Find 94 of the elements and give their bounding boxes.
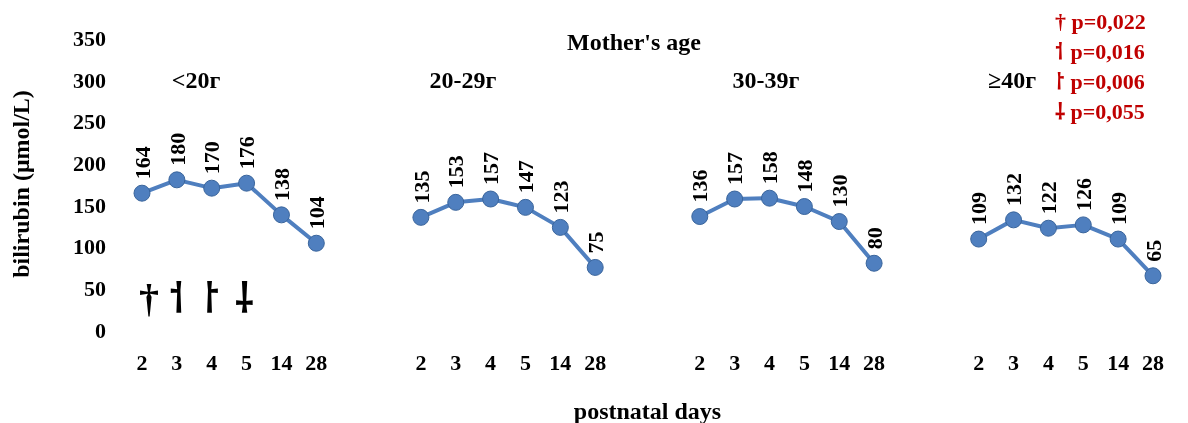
x-tick-label: 2 — [694, 349, 706, 375]
x-tick-label: 28 — [1142, 349, 1164, 375]
point — [1039, 219, 1057, 237]
data-label: 123 — [548, 180, 574, 214]
data-label: 147 — [513, 160, 539, 194]
point — [970, 230, 988, 248]
point — [1005, 211, 1023, 229]
point — [238, 174, 256, 192]
annotation: 20-29г — [429, 67, 497, 93]
y-tick-label: 50 — [84, 276, 106, 302]
x-tick-label: 5 — [519, 349, 531, 375]
point — [865, 254, 883, 272]
data-label: 136 — [687, 169, 713, 203]
data-label: 180 — [164, 132, 190, 166]
data-label: 126 — [1070, 177, 1096, 211]
x-tick-label: 28 — [584, 349, 607, 375]
x-tick-label: 5 — [241, 349, 253, 375]
data-label: 130 — [826, 174, 852, 208]
point — [830, 213, 848, 231]
data-label: 153 — [443, 155, 469, 189]
annotation: <20г — [171, 67, 221, 93]
point — [795, 198, 813, 216]
data-label: 109 — [966, 192, 992, 226]
x-tick-label: 2 — [136, 349, 148, 375]
point — [168, 171, 186, 189]
data-label: 164 — [129, 146, 155, 180]
y-tick-label: 350 — [73, 25, 106, 51]
x-tick-label: 3 — [450, 349, 462, 375]
point — [551, 218, 569, 236]
data-label: 148 — [792, 159, 818, 193]
x-tick-label: 4 — [485, 349, 497, 375]
annotation: ⸷ p=0,006 — [1055, 69, 1145, 94]
x-tick-label: 5 — [798, 349, 810, 375]
y-tick-label: 0 — [95, 317, 106, 343]
x-tick-label: 4 — [206, 349, 218, 375]
annotation: † — [139, 276, 159, 321]
x-tick-label: 28 — [863, 349, 886, 375]
x-tick-label: 2 — [973, 349, 985, 375]
annotation: ⸶ — [169, 276, 187, 321]
y-tick-label: 300 — [73, 67, 106, 93]
y-tick-label: 150 — [73, 192, 106, 218]
data-label: 157 — [722, 152, 748, 186]
annotation: 30-39г — [732, 67, 800, 93]
x-tick-label: 14 — [1107, 349, 1130, 375]
data-label: 104 — [304, 196, 330, 230]
point — [133, 184, 151, 202]
annotation: Mother's age — [567, 29, 702, 55]
point — [586, 258, 604, 276]
data-label: 109 — [1105, 192, 1131, 226]
data-label: 65 — [1140, 239, 1166, 262]
data-label: 135 — [408, 170, 434, 204]
point — [761, 189, 779, 207]
annotation: ≥40г — [987, 67, 1037, 93]
annotation: ⸸ — [235, 276, 255, 321]
data-label: 75 — [582, 231, 608, 254]
point — [1074, 216, 1092, 234]
x-tick-label: 2 — [415, 349, 427, 375]
point — [482, 190, 500, 208]
x-tick-label: 5 — [1077, 349, 1089, 375]
x-tick-label: 14 — [828, 349, 851, 375]
point — [412, 208, 430, 226]
data-label: 132 — [1001, 172, 1027, 206]
x-tick-label: 4 — [764, 349, 776, 375]
x-tick-label: 4 — [1042, 349, 1054, 375]
x-tick-label: 3 — [729, 349, 741, 375]
data-label: 176 — [234, 136, 260, 170]
x-tick-label: 3 — [1008, 349, 1020, 375]
data-label: 80 — [861, 227, 887, 250]
data-label: 157 — [478, 152, 504, 186]
annotation: ⸸ p=0,055 — [1055, 99, 1145, 124]
point — [691, 208, 709, 226]
x-tick-label: 3 — [171, 349, 183, 375]
point — [203, 179, 221, 197]
y-tick-label: 100 — [73, 234, 106, 260]
x-tick-label: 14 — [549, 349, 572, 375]
x-tick-label: 28 — [305, 349, 328, 375]
text: † p=0,022 — [1055, 9, 1146, 34]
point — [516, 198, 534, 216]
point — [307, 234, 325, 252]
y-tick-label: 200 — [73, 150, 106, 176]
data-label: 158 — [757, 151, 783, 185]
annotation: ⸶ p=0,016 — [1055, 39, 1145, 64]
x-tick-label: 14 — [270, 349, 293, 375]
point — [1109, 230, 1127, 248]
y-axis-title: bilirubin (μmol/L) — [7, 90, 34, 278]
data-label: 138 — [269, 167, 295, 201]
point — [447, 193, 465, 211]
data-label: 122 — [1036, 181, 1062, 215]
point — [726, 190, 744, 208]
y-tick-label: 250 — [73, 109, 106, 135]
point — [1144, 267, 1162, 285]
annotation: ⸷ — [201, 276, 220, 321]
point — [272, 206, 290, 224]
data-label: 170 — [199, 141, 225, 175]
